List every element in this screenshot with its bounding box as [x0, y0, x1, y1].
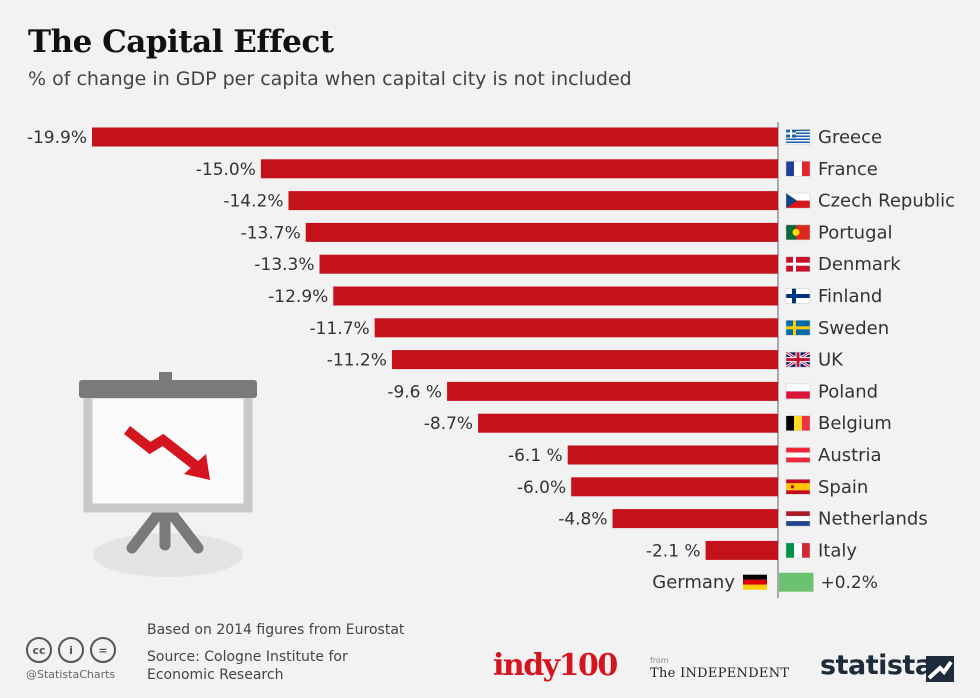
bar-france [260, 159, 779, 179]
flag-germany-icon [743, 574, 767, 590]
bar-portugal [305, 222, 778, 242]
from-label: from [650, 656, 669, 665]
creative-commons-icon: cc [26, 637, 52, 663]
bar-germany [779, 572, 814, 592]
category-label-portugal: Portugal [818, 222, 893, 243]
no-derivatives-icon: = [90, 637, 116, 663]
chart-subtitle: % of change in GDP per capita when capit… [28, 68, 632, 90]
value-label-sweden: -11.7% [310, 319, 370, 339]
flag-finland-icon [785, 288, 811, 304]
value-label-belgium: -8.7% [424, 414, 473, 434]
flag-spain-icon [785, 479, 811, 495]
flag-austria-icon [785, 447, 811, 463]
value-label-germany: +0.2% [820, 573, 877, 593]
bar-belgium [478, 413, 778, 433]
bar-czech-republic [288, 191, 778, 211]
flag-uk-icon [785, 350, 811, 369]
bar-spain [571, 477, 778, 497]
footer-note: Based on 2014 figures from Eurostat [147, 622, 405, 638]
category-label-france: France [818, 159, 878, 180]
value-label-finland: -12.9% [268, 287, 328, 307]
category-label-finland: Finland [818, 286, 882, 307]
flag-belgium-icon [785, 415, 811, 431]
statista-logo: statista [820, 650, 933, 681]
value-label-denmark: -13.3% [254, 255, 314, 275]
category-label-greece: Greece [818, 127, 882, 148]
flag-czech-republic-icon [785, 192, 811, 209]
independent-logo: The INDEPENDENT [650, 666, 790, 681]
statista-handle: @StatistaCharts [26, 668, 116, 681]
category-label-denmark: Denmark [818, 254, 901, 275]
flag-denmark-icon [785, 256, 811, 272]
value-label-france: -15.0% [196, 160, 256, 180]
category-label-spain: Spain [818, 477, 868, 498]
bar-uk [391, 350, 778, 370]
category-label-austria: Austria [818, 445, 882, 466]
flag-poland-icon [785, 383, 811, 400]
bar-italy [705, 540, 778, 560]
bar-denmark [319, 254, 778, 274]
indy100-logo: indy100 [493, 648, 618, 683]
flag-sweden-icon [785, 320, 811, 336]
flag-netherlands-icon [785, 510, 811, 527]
footer-source: Source: Cologne Institute for Economic R… [147, 649, 348, 683]
statista-logo-mark-icon [926, 656, 954, 682]
value-label-portugal: -13.7% [241, 223, 301, 243]
bar-greece [92, 127, 778, 147]
flag-greece-icon [785, 129, 811, 145]
value-label-greece: -19.9% [27, 128, 87, 148]
category-label-germany: Germany [652, 572, 735, 593]
value-label-uk: -11.2% [327, 351, 387, 371]
presentation-board-icon [79, 372, 257, 577]
chart-title: The Capital Effect [28, 24, 334, 60]
category-label-netherlands: Netherlands [818, 509, 928, 530]
category-label-uk: UK [818, 350, 844, 371]
bar-finland [333, 286, 778, 306]
value-label-italy: -2.1 % [646, 541, 701, 561]
category-label-poland: Poland [818, 381, 878, 402]
category-label-sweden: Sweden [818, 318, 889, 339]
category-label-belgium: Belgium [818, 413, 892, 434]
value-label-poland: -9.6 % [387, 382, 442, 402]
attribution-icon: i [58, 637, 84, 663]
value-label-netherlands: -4.8% [558, 510, 607, 530]
category-label-italy: Italy [818, 540, 857, 561]
bar-poland [447, 381, 778, 401]
downtrend-arrow-icon [123, 426, 210, 480]
bar-netherlands [612, 509, 778, 529]
flag-italy-icon [785, 542, 811, 559]
value-label-austria: -6.1 % [508, 446, 563, 466]
flag-portugal-icon [785, 224, 811, 241]
bar-austria [567, 445, 778, 465]
category-label-czech-republic: Czech Republic [818, 191, 955, 212]
license-icons: cc i = [26, 637, 116, 663]
value-label-spain: -6.0% [517, 478, 566, 498]
bar-sweden [374, 318, 778, 338]
value-label-czech-republic: -14.2% [223, 192, 283, 212]
flag-france-icon [785, 161, 811, 177]
